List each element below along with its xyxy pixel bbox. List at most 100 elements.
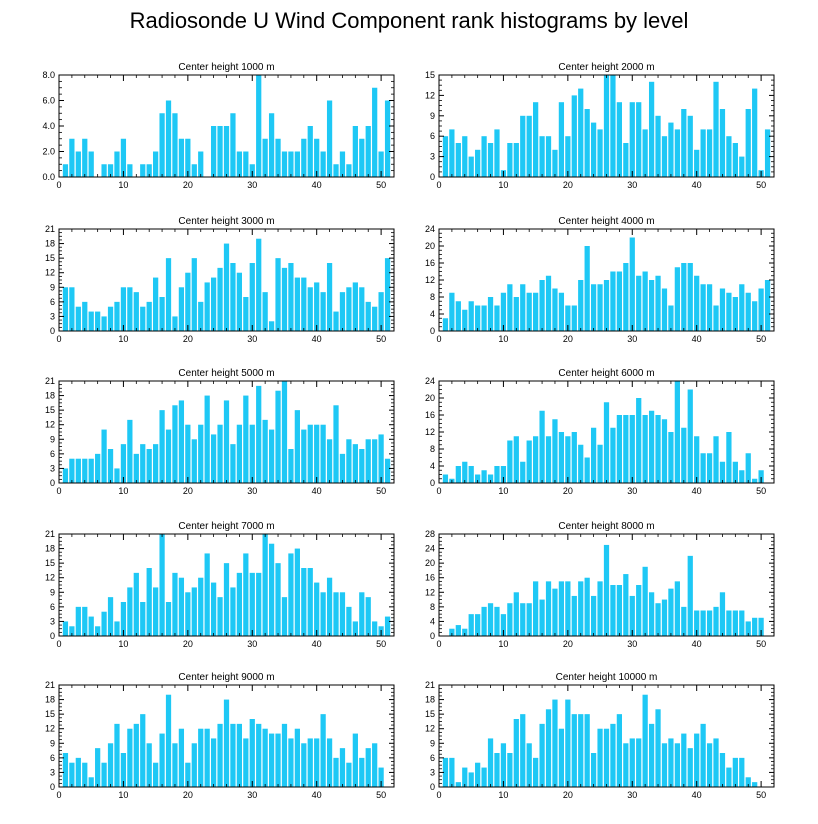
histogram-bar — [623, 743, 629, 787]
histogram-bar — [210, 126, 217, 177]
histogram-bar — [82, 606, 88, 636]
histogram-bar — [210, 434, 217, 483]
histogram-bar — [320, 714, 326, 787]
histogram-bar — [185, 592, 191, 636]
histogram-bar — [256, 75, 262, 177]
histogram-bar — [661, 136, 668, 177]
histogram-bar — [204, 395, 210, 483]
histogram-bar — [256, 238, 262, 331]
histogram-bar — [69, 762, 75, 787]
histogram-bar — [481, 606, 487, 636]
histogram-bar — [275, 258, 281, 331]
y-tick-label: 15 — [45, 405, 55, 415]
y-tick-label: 0 — [50, 782, 55, 792]
x-tick-label: 20 — [183, 639, 193, 649]
histogram-bar — [732, 297, 738, 331]
histogram-bar — [230, 723, 236, 787]
histogram-bar — [584, 457, 590, 483]
histogram-bar — [719, 109, 726, 177]
histogram-bar — [655, 415, 661, 483]
histogram-bar — [655, 709, 661, 787]
histogram-bar — [758, 288, 764, 331]
y-tick-label: 9 — [430, 111, 435, 121]
histogram-bar — [359, 757, 365, 787]
histogram-bar — [713, 436, 719, 483]
histogram-bar — [140, 444, 146, 483]
histogram-bar — [159, 113, 165, 177]
histogram-bar — [198, 424, 204, 483]
x-tick-label: 10 — [118, 334, 128, 344]
histogram-bar — [140, 164, 146, 177]
histogram-bar — [449, 757, 455, 787]
y-tick-label: 20 — [425, 241, 435, 251]
histogram-bar — [159, 297, 165, 331]
histogram-bar — [694, 275, 700, 331]
y-tick-label: 0 — [430, 782, 435, 792]
histogram-bar — [533, 436, 539, 483]
histogram-bar — [359, 449, 365, 483]
histogram-bar — [500, 614, 507, 636]
histogram-bar — [526, 115, 532, 177]
histogram-bar — [487, 474, 494, 483]
histogram-bar — [268, 543, 275, 636]
histogram-bar — [146, 743, 152, 787]
histogram-bar — [75, 306, 81, 331]
histogram-bar — [223, 699, 230, 787]
y-tick-label: 21 — [45, 680, 55, 690]
y-tick-label: 3 — [50, 463, 55, 473]
histogram-bar — [153, 277, 159, 331]
histogram-bar — [533, 757, 539, 787]
histogram-bar — [262, 728, 268, 787]
histogram-bar — [571, 714, 577, 787]
histogram-bar — [706, 453, 713, 483]
histogram-bar — [584, 577, 590, 636]
histogram-bar — [236, 572, 242, 636]
y-tick-label: 12 — [45, 420, 55, 430]
histogram-bar — [590, 427, 597, 483]
histogram-bar — [230, 113, 236, 177]
histogram-bar — [668, 122, 674, 177]
histogram-bar — [153, 587, 159, 636]
x-tick-label: 20 — [183, 180, 193, 190]
histogram-bar — [359, 592, 365, 636]
histogram-bar — [752, 617, 758, 636]
histogram-bar — [268, 321, 275, 331]
histogram-bar — [739, 757, 745, 787]
y-tick-label: 15 — [45, 709, 55, 719]
histogram-bar — [713, 606, 719, 636]
histogram-bar — [75, 606, 81, 636]
histogram-bar — [127, 164, 133, 177]
histogram-bar — [107, 306, 114, 331]
histogram-bar — [62, 468, 69, 483]
histogram-bar — [172, 316, 178, 331]
histogram-bar — [133, 723, 139, 787]
histogram-bar — [681, 109, 687, 177]
x-tick-label: 10 — [118, 180, 128, 190]
histogram-bar — [236, 151, 242, 177]
histogram-bar — [88, 311, 94, 331]
histogram-bar — [719, 288, 726, 331]
y-tick-label: 0 — [50, 631, 55, 641]
histogram-bar — [378, 151, 384, 177]
histogram-bar — [597, 129, 603, 177]
histogram-bar — [133, 453, 139, 483]
y-tick-label: 12 — [45, 268, 55, 278]
histogram-bar — [114, 301, 120, 331]
histogram-bar — [442, 318, 449, 331]
histogram-bar — [339, 151, 346, 177]
histogram-bar — [455, 466, 461, 483]
histogram-bar — [101, 611, 107, 636]
histogram-bar — [539, 410, 545, 483]
histogram-bar — [481, 136, 487, 177]
histogram-bar — [281, 381, 288, 483]
histogram-bar — [462, 628, 468, 636]
x-tick-label: 40 — [692, 180, 702, 190]
histogram-bar — [82, 301, 88, 331]
histogram-bar — [745, 453, 751, 483]
histogram-bar — [507, 143, 513, 177]
histogram-bar — [526, 292, 532, 331]
x-tick-label: 0 — [56, 334, 61, 344]
histogram-bar — [661, 743, 668, 787]
histogram-bar — [681, 733, 687, 787]
histogram-bar — [333, 592, 339, 636]
